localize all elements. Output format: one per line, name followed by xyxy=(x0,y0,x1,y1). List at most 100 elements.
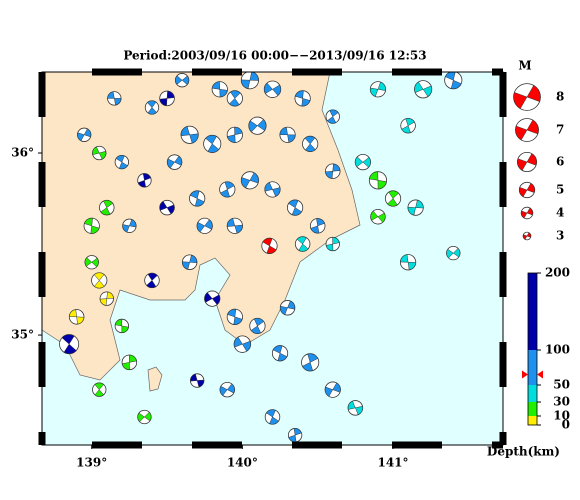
beachball-quadrant xyxy=(272,345,288,362)
beachball-quadrant xyxy=(204,292,221,305)
legend-label: 8 xyxy=(556,90,564,104)
beachball-quadrant xyxy=(263,82,282,96)
beachball-quadrant xyxy=(387,190,399,207)
beachball-quadrant xyxy=(354,156,371,168)
beachball-quadrant xyxy=(229,90,241,107)
beachball-quadrant xyxy=(219,383,235,396)
beachball-quadrant xyxy=(122,219,137,233)
beachball-quadrant xyxy=(250,318,265,334)
beachball-quadrant xyxy=(400,254,417,271)
depth-tick-label: 30 xyxy=(553,395,570,409)
beachball-quadrant xyxy=(513,85,541,109)
beachball-quadrant xyxy=(159,90,175,106)
depth-tick-label: 200 xyxy=(545,266,570,280)
map-title: Period:2003/09/16 00:00−−2013/09/16 12:5… xyxy=(123,49,426,63)
y-tick-label: 36° xyxy=(11,146,34,160)
depth-tick-label: 50 xyxy=(553,378,570,392)
beachball-quadrant xyxy=(77,128,92,142)
beachball-quadrant xyxy=(233,336,251,352)
beachball-quadrant xyxy=(327,109,339,124)
beachball-quadrant xyxy=(175,75,190,85)
beachball-quadrant xyxy=(190,373,205,388)
legend-label: 7 xyxy=(556,123,564,137)
beachball-quadrant xyxy=(519,182,535,198)
depth-band xyxy=(528,273,537,350)
beachball-quadrant xyxy=(414,81,432,97)
x-tick-label: 140° xyxy=(227,456,258,470)
beachball-quadrant xyxy=(99,291,114,306)
beachball-quadrant xyxy=(100,200,114,216)
beachball-quadrant xyxy=(347,400,363,415)
beachball-quadrant xyxy=(147,100,157,115)
beachball-quadrant xyxy=(93,272,105,289)
beachball-quadrant xyxy=(146,272,158,289)
beachball-quadrant xyxy=(137,173,152,188)
beachball-quadrant xyxy=(114,318,129,333)
depth-tick-label: 0 xyxy=(562,418,570,432)
beachball-quadrant xyxy=(167,155,183,169)
beachball-quadrant xyxy=(369,171,387,190)
beachball-quadrant xyxy=(115,155,128,170)
beachball-quadrant xyxy=(520,207,534,219)
beachball-quadrant xyxy=(241,172,259,189)
y-tick-label: 35° xyxy=(11,328,34,342)
beachball-quadrant xyxy=(325,237,340,252)
depth-bar-frame xyxy=(527,272,538,426)
beachball-quadrant xyxy=(264,182,281,197)
beachball-quadrant xyxy=(266,409,279,425)
x-tick-label: 141° xyxy=(377,456,408,470)
legend-label: 4 xyxy=(556,206,564,220)
beachball-quadrant xyxy=(288,199,302,216)
beachball-quadrant xyxy=(370,81,386,97)
depth-band xyxy=(528,402,537,416)
beachball-quadrant xyxy=(241,72,259,89)
island xyxy=(147,366,163,392)
beachball-quadrant xyxy=(280,300,296,315)
beachball-quadrant xyxy=(69,309,85,325)
depth-tick-label: 10 xyxy=(553,409,570,423)
beachball-quadrant xyxy=(159,201,175,215)
beachball-quadrant xyxy=(180,126,199,144)
beachball-quadrant xyxy=(296,236,309,252)
depth-label: Depth(km) xyxy=(487,445,560,459)
beachball-quadrant xyxy=(325,163,341,179)
beachball-quadrant xyxy=(94,382,104,397)
beachball-quadrant xyxy=(121,354,137,370)
legend-label: 5 xyxy=(556,183,564,197)
beachball-quadrant xyxy=(227,308,243,325)
beachball-quadrant xyxy=(227,126,243,143)
depth-band xyxy=(528,385,537,402)
legend-label: 6 xyxy=(556,155,564,169)
beachball-quadrant xyxy=(522,232,532,240)
beachball-quadrant xyxy=(401,118,415,134)
depth-marker xyxy=(522,370,543,379)
beachball-quadrant xyxy=(137,411,152,423)
beachball-quadrant xyxy=(294,90,311,107)
beachball-quadrant xyxy=(196,219,213,233)
beachball-quadrant xyxy=(304,135,316,152)
beachball-quadrant xyxy=(226,218,243,234)
depth-band xyxy=(528,416,537,425)
beachball-quadrant xyxy=(107,91,122,106)
beachball-quadrant xyxy=(182,254,198,270)
beachball-quadrant xyxy=(61,334,77,354)
beachball-quadrant xyxy=(92,146,107,160)
beachball-quadrant xyxy=(211,81,228,98)
beachball-quadrant xyxy=(515,119,539,141)
legend-title: M xyxy=(518,59,531,73)
beachball-quadrant xyxy=(370,210,386,223)
beachball-quadrant xyxy=(279,126,296,143)
x-tick-label: 139° xyxy=(76,456,107,470)
depth-band xyxy=(528,350,537,385)
beachball-quadrant xyxy=(302,353,319,372)
beachball-quadrant xyxy=(407,199,424,216)
beachball-quadrant xyxy=(84,217,100,234)
beachball-quadrant xyxy=(248,119,267,133)
depth-tick-label: 100 xyxy=(545,343,570,357)
beachball-quadrant xyxy=(324,382,341,397)
beachball-quadrant xyxy=(517,153,537,171)
beachball-quadrant xyxy=(310,218,325,234)
beachball-quadrant xyxy=(262,237,277,254)
beachball-quadrant xyxy=(220,181,235,198)
